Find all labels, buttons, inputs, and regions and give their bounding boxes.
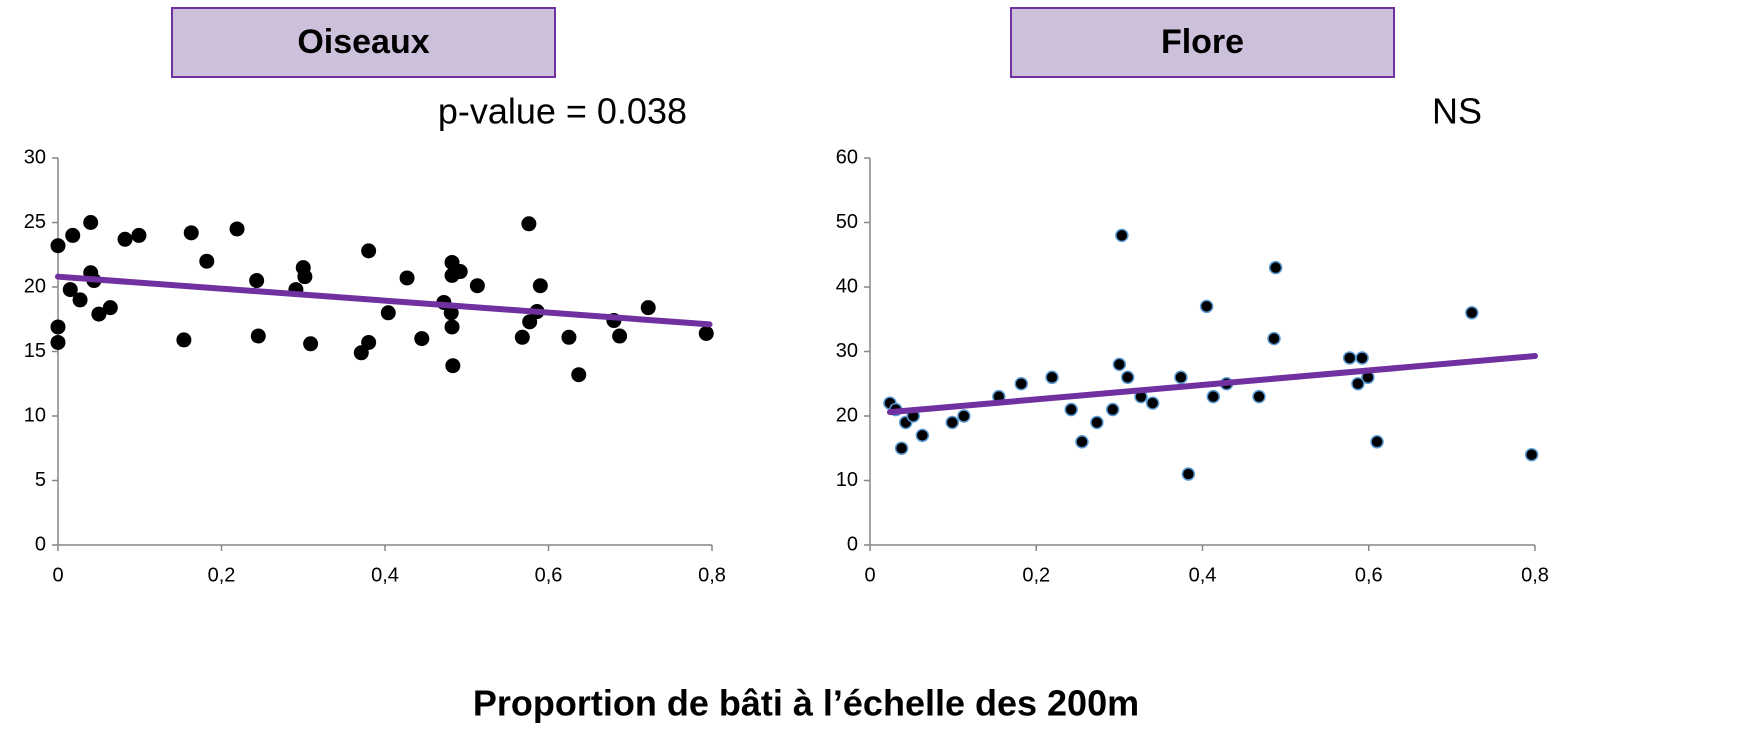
point bbox=[452, 264, 468, 280]
point bbox=[561, 329, 577, 345]
point bbox=[91, 306, 107, 322]
y-tick-label: 50 bbox=[836, 211, 858, 233]
point bbox=[380, 305, 396, 321]
point bbox=[229, 221, 245, 237]
x-tick-label: 0,8 bbox=[1521, 564, 1549, 586]
point bbox=[399, 270, 415, 286]
point bbox=[1064, 402, 1078, 417]
point bbox=[1115, 228, 1129, 243]
point bbox=[199, 253, 215, 269]
point bbox=[361, 334, 377, 350]
point bbox=[571, 367, 587, 383]
point bbox=[445, 358, 461, 374]
point bbox=[1267, 331, 1281, 346]
trend-line bbox=[886, 353, 1538, 416]
point bbox=[303, 336, 319, 352]
y-tick-label: 5 bbox=[35, 469, 46, 491]
annotation: p-value = 0.038 bbox=[438, 91, 687, 132]
y-tick-label: 0 bbox=[35, 533, 46, 555]
point bbox=[640, 300, 656, 316]
point bbox=[62, 282, 78, 298]
point bbox=[1145, 396, 1160, 410]
chart-title: Flore bbox=[1161, 23, 1244, 61]
point bbox=[1351, 377, 1365, 391]
point bbox=[1105, 402, 1120, 417]
x-tick-label: 0,8 bbox=[698, 564, 726, 586]
x-tick-label: 0,4 bbox=[371, 564, 399, 586]
x-tick-label: 0 bbox=[52, 564, 63, 586]
point bbox=[957, 409, 971, 423]
y-tick-label: 10 bbox=[24, 404, 46, 426]
trend-line bbox=[55, 273, 713, 328]
point bbox=[1112, 357, 1127, 372]
point bbox=[1355, 351, 1369, 365]
point bbox=[1252, 389, 1266, 404]
point bbox=[1120, 370, 1135, 385]
point bbox=[50, 319, 66, 335]
point bbox=[521, 216, 537, 232]
y-tick-label: 20 bbox=[24, 275, 46, 297]
point bbox=[532, 278, 548, 294]
point bbox=[414, 331, 430, 347]
point bbox=[1465, 306, 1479, 320]
y-tick-label: 40 bbox=[836, 275, 858, 297]
point bbox=[698, 325, 714, 341]
y-tick-label: 0 bbox=[847, 533, 858, 555]
x-tick-label: 0,6 bbox=[1355, 564, 1383, 586]
point bbox=[945, 415, 960, 430]
y-tick-label: 25 bbox=[24, 211, 46, 233]
point bbox=[1045, 370, 1059, 385]
x-tick-label: 0,2 bbox=[208, 564, 236, 586]
point bbox=[250, 328, 266, 344]
point bbox=[443, 305, 459, 321]
point bbox=[1090, 415, 1104, 430]
x-axis-label: Proportion de bâti à l’échelle des 200m bbox=[473, 683, 1139, 724]
point bbox=[72, 292, 88, 308]
point bbox=[514, 329, 530, 345]
point bbox=[1206, 389, 1221, 404]
point bbox=[469, 278, 485, 294]
point bbox=[1199, 299, 1214, 314]
point bbox=[1075, 435, 1089, 449]
x-tick-label: 0,2 bbox=[1022, 564, 1050, 586]
annotation: NS bbox=[1432, 91, 1482, 132]
x-tick-label: 0,4 bbox=[1189, 564, 1217, 586]
y-tick-label: 15 bbox=[24, 340, 46, 362]
point bbox=[65, 227, 81, 243]
point bbox=[249, 273, 265, 289]
point bbox=[894, 441, 909, 455]
point bbox=[50, 238, 66, 254]
point bbox=[1524, 447, 1539, 462]
point bbox=[361, 243, 377, 259]
point bbox=[183, 225, 199, 241]
y-tick-label: 30 bbox=[836, 340, 858, 362]
point bbox=[176, 332, 192, 348]
y-tick-label: 60 bbox=[836, 146, 858, 168]
point bbox=[297, 269, 313, 285]
point bbox=[50, 334, 66, 350]
point bbox=[612, 328, 628, 344]
point bbox=[131, 227, 147, 243]
point bbox=[915, 428, 930, 443]
title-box bbox=[171, 7, 556, 78]
y-tick-label: 30 bbox=[24, 146, 46, 168]
title-box bbox=[1010, 7, 1395, 78]
point bbox=[1268, 260, 1283, 275]
point bbox=[1014, 377, 1029, 391]
point bbox=[444, 319, 460, 335]
chart-title: Oiseaux bbox=[297, 23, 429, 61]
point bbox=[1370, 435, 1384, 449]
y-tick-label: 10 bbox=[836, 469, 858, 491]
point bbox=[1342, 351, 1357, 365]
point bbox=[83, 215, 99, 230]
x-tick-label: 0,6 bbox=[535, 564, 563, 586]
point bbox=[1174, 370, 1188, 385]
y-tick-label: 20 bbox=[836, 404, 858, 426]
point bbox=[102, 300, 118, 316]
point bbox=[1181, 467, 1196, 481]
x-tick-label: 0 bbox=[864, 564, 875, 586]
point bbox=[117, 231, 133, 247]
